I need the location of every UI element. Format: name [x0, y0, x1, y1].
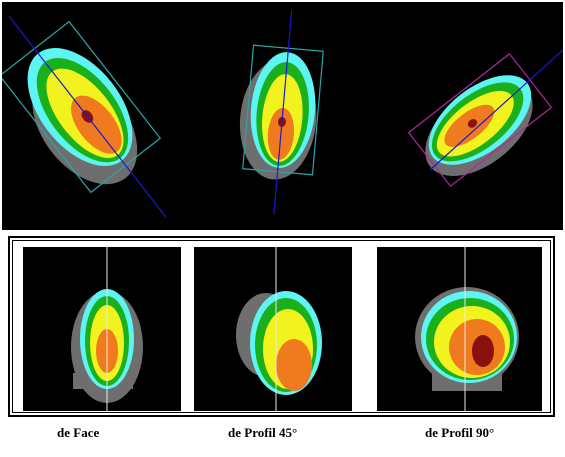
axis-line: [273, 10, 293, 215]
dark-red-zone: [472, 335, 494, 367]
orange-zone: [71, 95, 122, 154]
dark-red-zone: [467, 118, 478, 128]
caption-face: de Face: [57, 425, 100, 440]
axis-line-right: [429, 49, 563, 171]
subpanel-profile-45: [194, 247, 352, 411]
heatmap-face-tilted: [2, 16, 167, 218]
top-heatmap-panel: [2, 2, 563, 230]
bottom-heatmap-frame: [8, 236, 555, 417]
subpanel-face: [23, 247, 181, 411]
heatmap-profile-tilted: [407, 52, 553, 188]
caption-profile-90: de Profil 90°: [425, 425, 495, 440]
caption-profile-45: de Profil 45°: [228, 425, 298, 440]
orange-zone: [276, 339, 312, 391]
inner-border: [12, 240, 551, 413]
heatmap-face-upright: [239, 10, 324, 215]
axis-line: [8, 16, 167, 218]
bounding-box: [407, 52, 553, 188]
subpanel-profile-90: [377, 247, 542, 411]
